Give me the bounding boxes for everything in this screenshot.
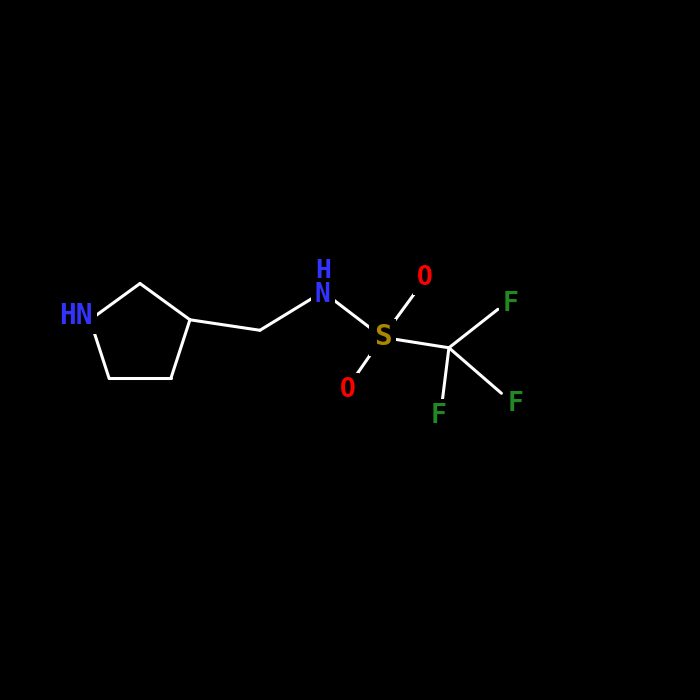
Text: O: O — [416, 265, 433, 290]
Text: F: F — [503, 290, 519, 316]
Text: N: N — [315, 282, 331, 308]
Text: HN: HN — [60, 302, 93, 330]
Text: O: O — [340, 377, 356, 402]
Text: F: F — [430, 403, 447, 429]
Text: H: H — [315, 259, 331, 285]
Text: F: F — [508, 391, 524, 416]
Text: S: S — [374, 323, 391, 351]
